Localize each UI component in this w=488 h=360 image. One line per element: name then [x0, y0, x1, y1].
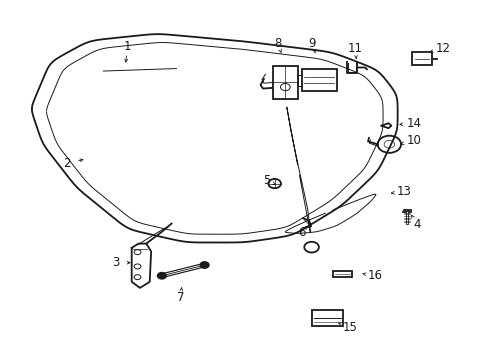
Bar — [411, 52, 431, 65]
Text: 2: 2 — [63, 157, 71, 170]
Text: 13: 13 — [396, 185, 410, 198]
Text: 9: 9 — [307, 37, 315, 50]
Text: 14: 14 — [406, 117, 420, 130]
Text: 7: 7 — [176, 291, 183, 304]
Text: 16: 16 — [366, 269, 382, 282]
Circle shape — [157, 273, 166, 279]
Circle shape — [200, 262, 208, 268]
Text: 8: 8 — [273, 37, 281, 50]
Text: 3: 3 — [112, 256, 119, 269]
Bar — [272, 66, 297, 99]
Text: 6: 6 — [298, 226, 305, 239]
Bar — [301, 69, 336, 91]
Text: 1: 1 — [124, 40, 131, 53]
Text: 12: 12 — [434, 42, 449, 55]
Text: 10: 10 — [406, 134, 420, 147]
Text: 11: 11 — [347, 42, 362, 55]
Bar — [311, 310, 343, 327]
Text: 4: 4 — [412, 218, 420, 231]
Text: 5: 5 — [262, 174, 269, 186]
Text: 15: 15 — [343, 321, 357, 334]
Bar — [332, 271, 352, 277]
